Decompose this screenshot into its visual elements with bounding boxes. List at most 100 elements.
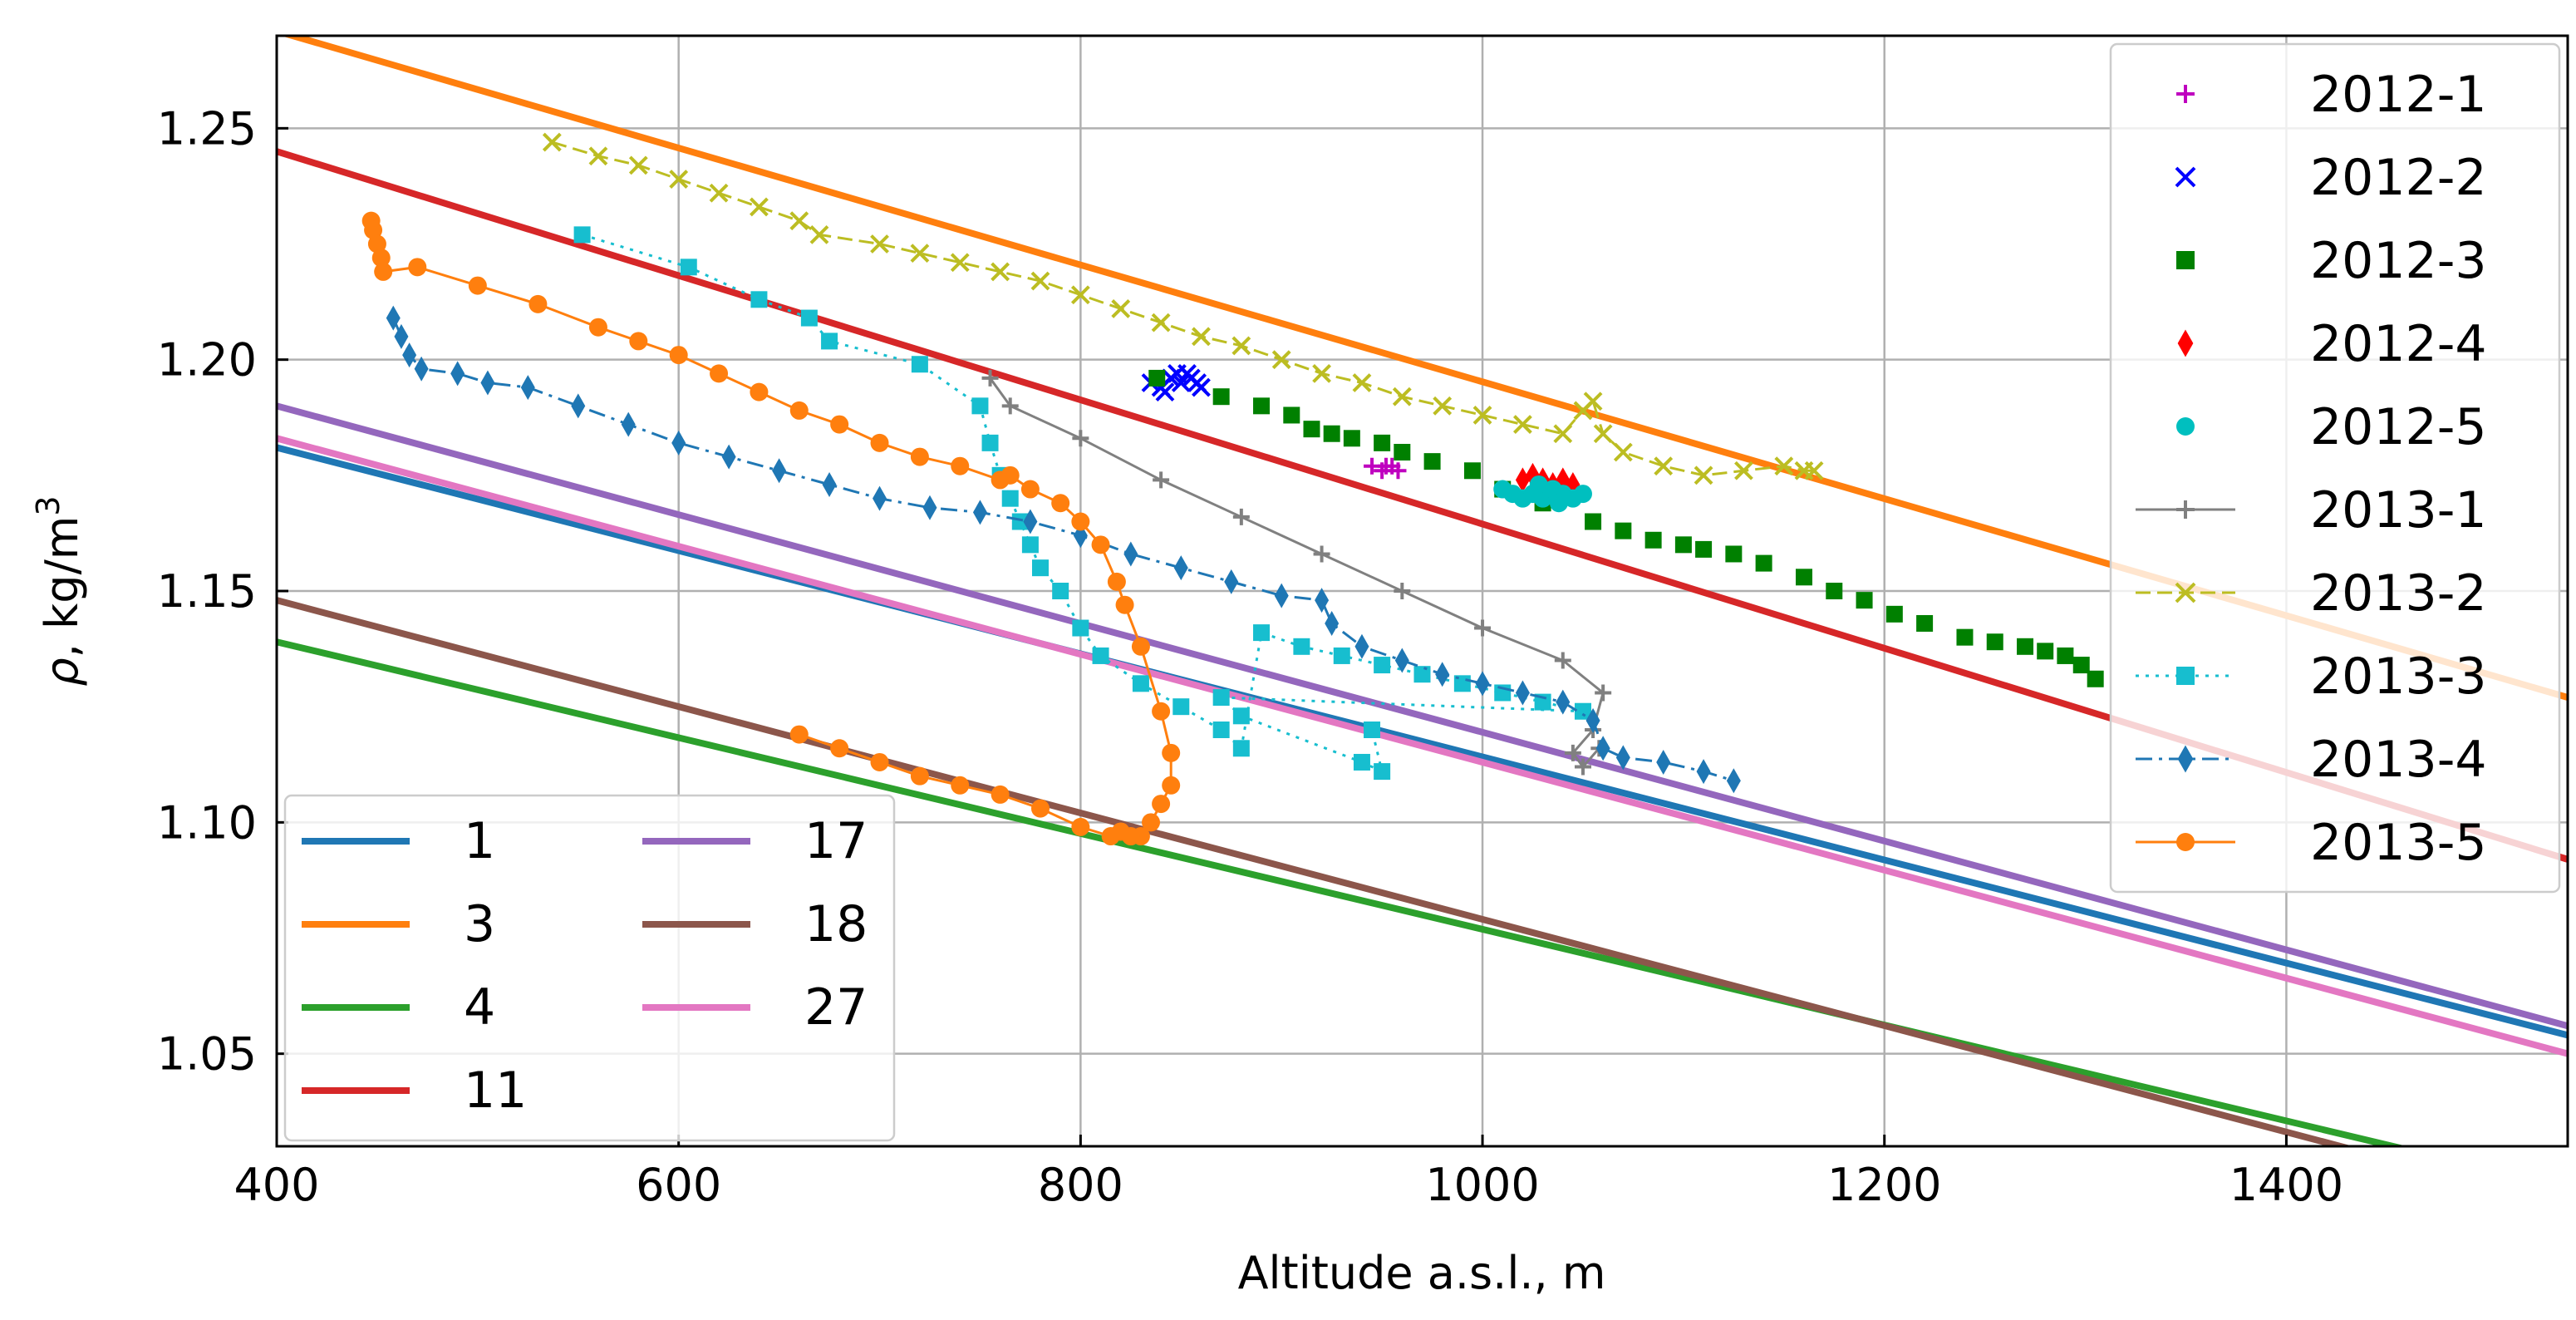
data-point-2013-3 [821, 332, 838, 350]
data-point-2013-5 [710, 364, 729, 383]
data-point-2013-3 [1293, 638, 1310, 655]
y-axis-label-units: , kg/m [36, 516, 88, 658]
series-2013-5 [361, 211, 1181, 846]
data-point-2013-3 [1092, 647, 1109, 664]
reference-line-4 [277, 638, 2407, 1146]
data-point-2013-3 [1172, 698, 1190, 716]
data-point-2013-3 [573, 226, 591, 244]
data-point-2013-2 [870, 234, 889, 254]
legend-marker-2012-2 [2175, 166, 2196, 188]
x-tick-label: 600 [636, 1159, 721, 1211]
data-point-2012-3 [2017, 638, 2034, 655]
data-point-2012-5 [1549, 494, 1568, 513]
legend-label-18: 18 [804, 895, 868, 953]
data-point-2012-3 [1916, 614, 1934, 632]
plot-area [277, 36, 2568, 1146]
data-point-2013-4 [1023, 509, 1038, 534]
data-point-2013-4 [873, 485, 887, 511]
data-point-2013-2 [1804, 461, 1824, 480]
data-point-2012-3 [1956, 628, 1974, 646]
data-point-2012-3 [1303, 421, 1320, 438]
reference-line-18 [277, 597, 2354, 1146]
data-point-2012-3 [1323, 425, 1340, 442]
data-point-2013-4 [721, 444, 736, 470]
data-point-2013-4 [671, 430, 686, 456]
data-point-2013-5 [830, 739, 849, 758]
data-point-2013-5 [830, 415, 849, 434]
data-point-2013-3 [800, 309, 818, 327]
data-point-2013-5 [951, 776, 970, 795]
data-point-2013-1 [1474, 619, 1492, 637]
data-point-2012-4 [1515, 467, 1530, 493]
x-axis-label: Altitude a.s.l., m [1238, 1247, 1606, 1299]
data-point-2013-3 [1534, 693, 1551, 711]
series-2013-1 [981, 369, 1612, 776]
data-point-2013-2 [950, 253, 970, 273]
data-point-2013-1 [1153, 471, 1170, 489]
legend-label-2013-2: 2013-2 [2310, 564, 2487, 623]
data-point-2013-1 [981, 369, 999, 387]
y-tick-label: 1.10 [157, 796, 257, 849]
data-point-2013-1 [1072, 430, 1089, 447]
legend-series-box [2109, 42, 2561, 894]
data-point-2013-3 [1132, 675, 1149, 692]
legend-marker-2013-1 [2176, 500, 2195, 519]
reference-line-17 [277, 402, 2568, 1030]
data-point-2013-2 [1271, 350, 1291, 370]
data-point-2013-3 [1374, 763, 1391, 781]
data-point-2013-5 [1115, 595, 1134, 614]
data-point-2013-4 [1123, 541, 1138, 567]
data-point-2013-2 [1231, 336, 1251, 356]
data-point-2013-5 [1031, 799, 1050, 818]
data-point-2013-4 [450, 361, 465, 387]
data-point-2013-3 [911, 356, 928, 373]
data-point-2013-5 [951, 456, 970, 475]
data-point-2013-5 [408, 258, 427, 277]
data-point-2012-3 [1986, 633, 2003, 651]
data-point-2012-3 [2087, 670, 2104, 687]
data-point-2013-3 [1253, 624, 1271, 642]
data-point-2013-5 [1131, 637, 1150, 656]
data-point-2013-3 [1413, 666, 1431, 683]
data-point-2013-3 [971, 397, 989, 415]
x-tick-label: 1200 [1827, 1159, 1941, 1211]
data-point-2012-3 [1394, 444, 1411, 461]
series-2012-2 [1141, 363, 1211, 402]
data-point-2013-1 [1564, 744, 1581, 761]
legend-label-2012-2: 2012-2 [2310, 149, 2487, 207]
data-point-2013-4 [402, 342, 417, 368]
y-axis-label-exponent: 3 [30, 495, 66, 515]
legends: 2012-1 2012-2 2012-3 2012-4 2012-5 2013-1 2013… [283, 42, 2561, 1142]
legend-label-4: 4 [464, 978, 495, 1037]
legend-label-2012-4: 2012-4 [2310, 315, 2487, 373]
legend-entry-2013-2: 2013-2 [2136, 564, 2487, 623]
legend-entry-11: 11 [302, 1061, 527, 1120]
data-point-2013-2 [991, 262, 1010, 282]
legend-label-2012-3: 2012-3 [2310, 232, 2487, 290]
data-point-2013-4 [1325, 610, 1340, 636]
data-point-2013-3 [1072, 619, 1089, 637]
legend-label-2012-1: 2012-1 [2310, 66, 2487, 124]
data-point-2013-2 [669, 170, 689, 189]
data-point-2012-3 [1423, 453, 1441, 470]
data-point-2013-4 [414, 356, 429, 382]
legend-label-3: 3 [464, 895, 495, 953]
data-point-2012-3 [2037, 643, 2054, 660]
data-point-2013-1 [1313, 545, 1330, 563]
data-point-2013-4 [1394, 648, 1409, 673]
data-point-2013-4 [1475, 671, 1490, 697]
legend-marker-2013-3 [2176, 667, 2195, 685]
data-point-2013-2 [542, 132, 562, 152]
data-point-2013-4 [1615, 745, 1630, 771]
data-point-2012-2 [1187, 373, 1207, 392]
data-point-2013-2 [1513, 415, 1532, 435]
data-point-2013-4 [772, 458, 787, 484]
data-point-2012-3 [1148, 369, 1166, 387]
legend-entry-2012-2: 2012-2 [2175, 149, 2487, 207]
data-point-2013-3 [1353, 753, 1370, 771]
data-point-2013-5 [1071, 512, 1090, 531]
data-point-2013-5 [1142, 813, 1161, 832]
data-point-2013-2 [1312, 363, 1331, 383]
data-point-2013-4 [972, 500, 987, 525]
data-point-2013-2 [1070, 285, 1090, 305]
